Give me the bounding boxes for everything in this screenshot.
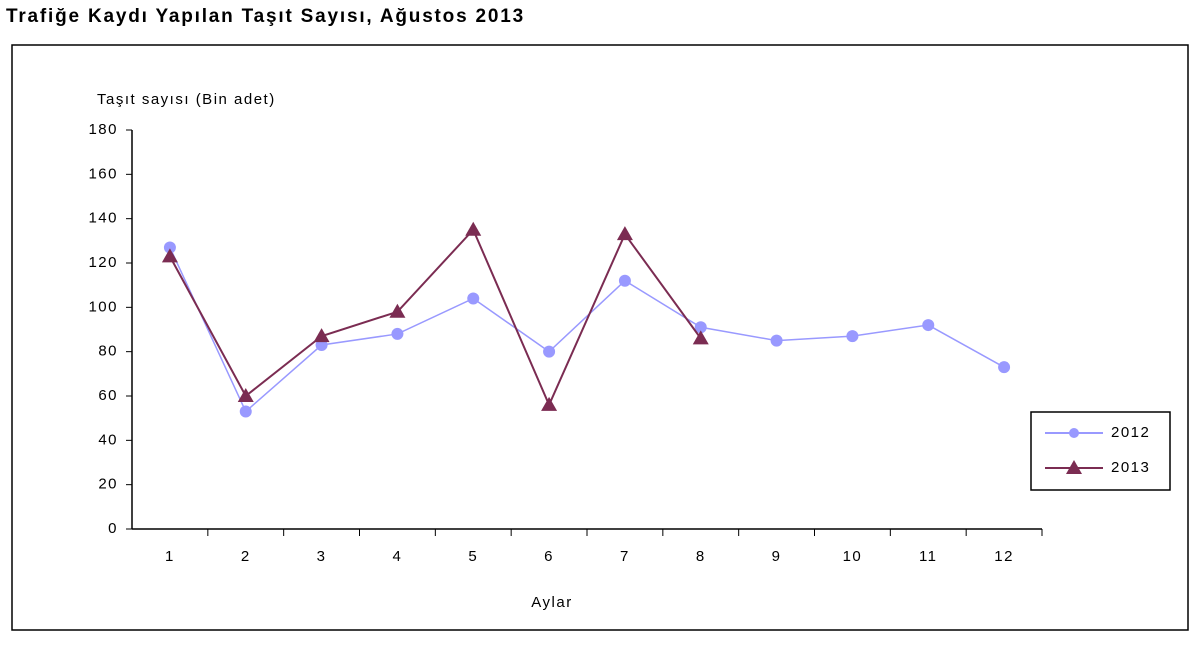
series-line	[169, 247, 1005, 413]
marker	[237, 388, 254, 402]
x-axis-label: Aylar	[531, 594, 572, 611]
y-tick-label: 40	[98, 431, 118, 448]
x-tick-label: 8	[696, 548, 706, 565]
x-tick-label: 7	[620, 548, 630, 565]
marker	[618, 274, 631, 287]
y-tick-label: 140	[88, 210, 118, 227]
marker	[465, 221, 482, 236]
y-tick-label: 120	[88, 254, 118, 271]
x-tick-label: 12	[994, 548, 1014, 565]
marker	[467, 292, 480, 305]
chart-title: Trafiğe Kaydı Yapılan Taşıt Sayısı, Ağus…	[6, 6, 525, 27]
marker	[391, 327, 404, 340]
x-tick-label: 2	[241, 548, 251, 565]
chart-frame	[11, 44, 1189, 631]
y-tick-label: 20	[98, 476, 118, 493]
legend-box	[1030, 411, 1171, 491]
marker	[692, 330, 709, 345]
marker	[846, 330, 859, 343]
legend-label: 2013	[1111, 459, 1150, 476]
y-tick-label: 160	[88, 165, 118, 182]
marker	[770, 334, 783, 347]
x-tick-label: 1	[165, 548, 175, 565]
x-tick-label: 9	[772, 548, 782, 565]
x-tick-label: 6	[544, 548, 554, 565]
marker	[694, 321, 707, 334]
marker	[389, 303, 406, 318]
legend-label: 2012	[1111, 424, 1150, 441]
legend-marker	[1066, 460, 1082, 474]
marker	[163, 241, 176, 254]
marker	[543, 345, 556, 358]
legend-marker	[1069, 428, 1079, 438]
y-tick-label: 180	[88, 121, 118, 138]
marker	[239, 405, 252, 418]
marker	[616, 226, 633, 241]
x-tick-label: 5	[468, 548, 478, 565]
y-tick-label: 80	[98, 343, 118, 360]
x-tick-label: 3	[317, 548, 327, 565]
marker	[313, 328, 330, 343]
marker	[922, 319, 935, 332]
marker	[161, 248, 178, 263]
marker	[541, 396, 558, 411]
y-tick-label: 0	[108, 520, 118, 537]
series-line	[169, 227, 702, 408]
y-axis-label: Taşıt sayısı (Bin adet)	[97, 91, 276, 108]
marker	[998, 361, 1011, 374]
y-tick-label: 100	[88, 298, 118, 315]
x-tick-label: 11	[919, 548, 938, 565]
y-tick-label: 60	[98, 387, 118, 404]
x-tick-label: 10	[843, 548, 863, 565]
x-tick-label: 4	[392, 548, 402, 565]
